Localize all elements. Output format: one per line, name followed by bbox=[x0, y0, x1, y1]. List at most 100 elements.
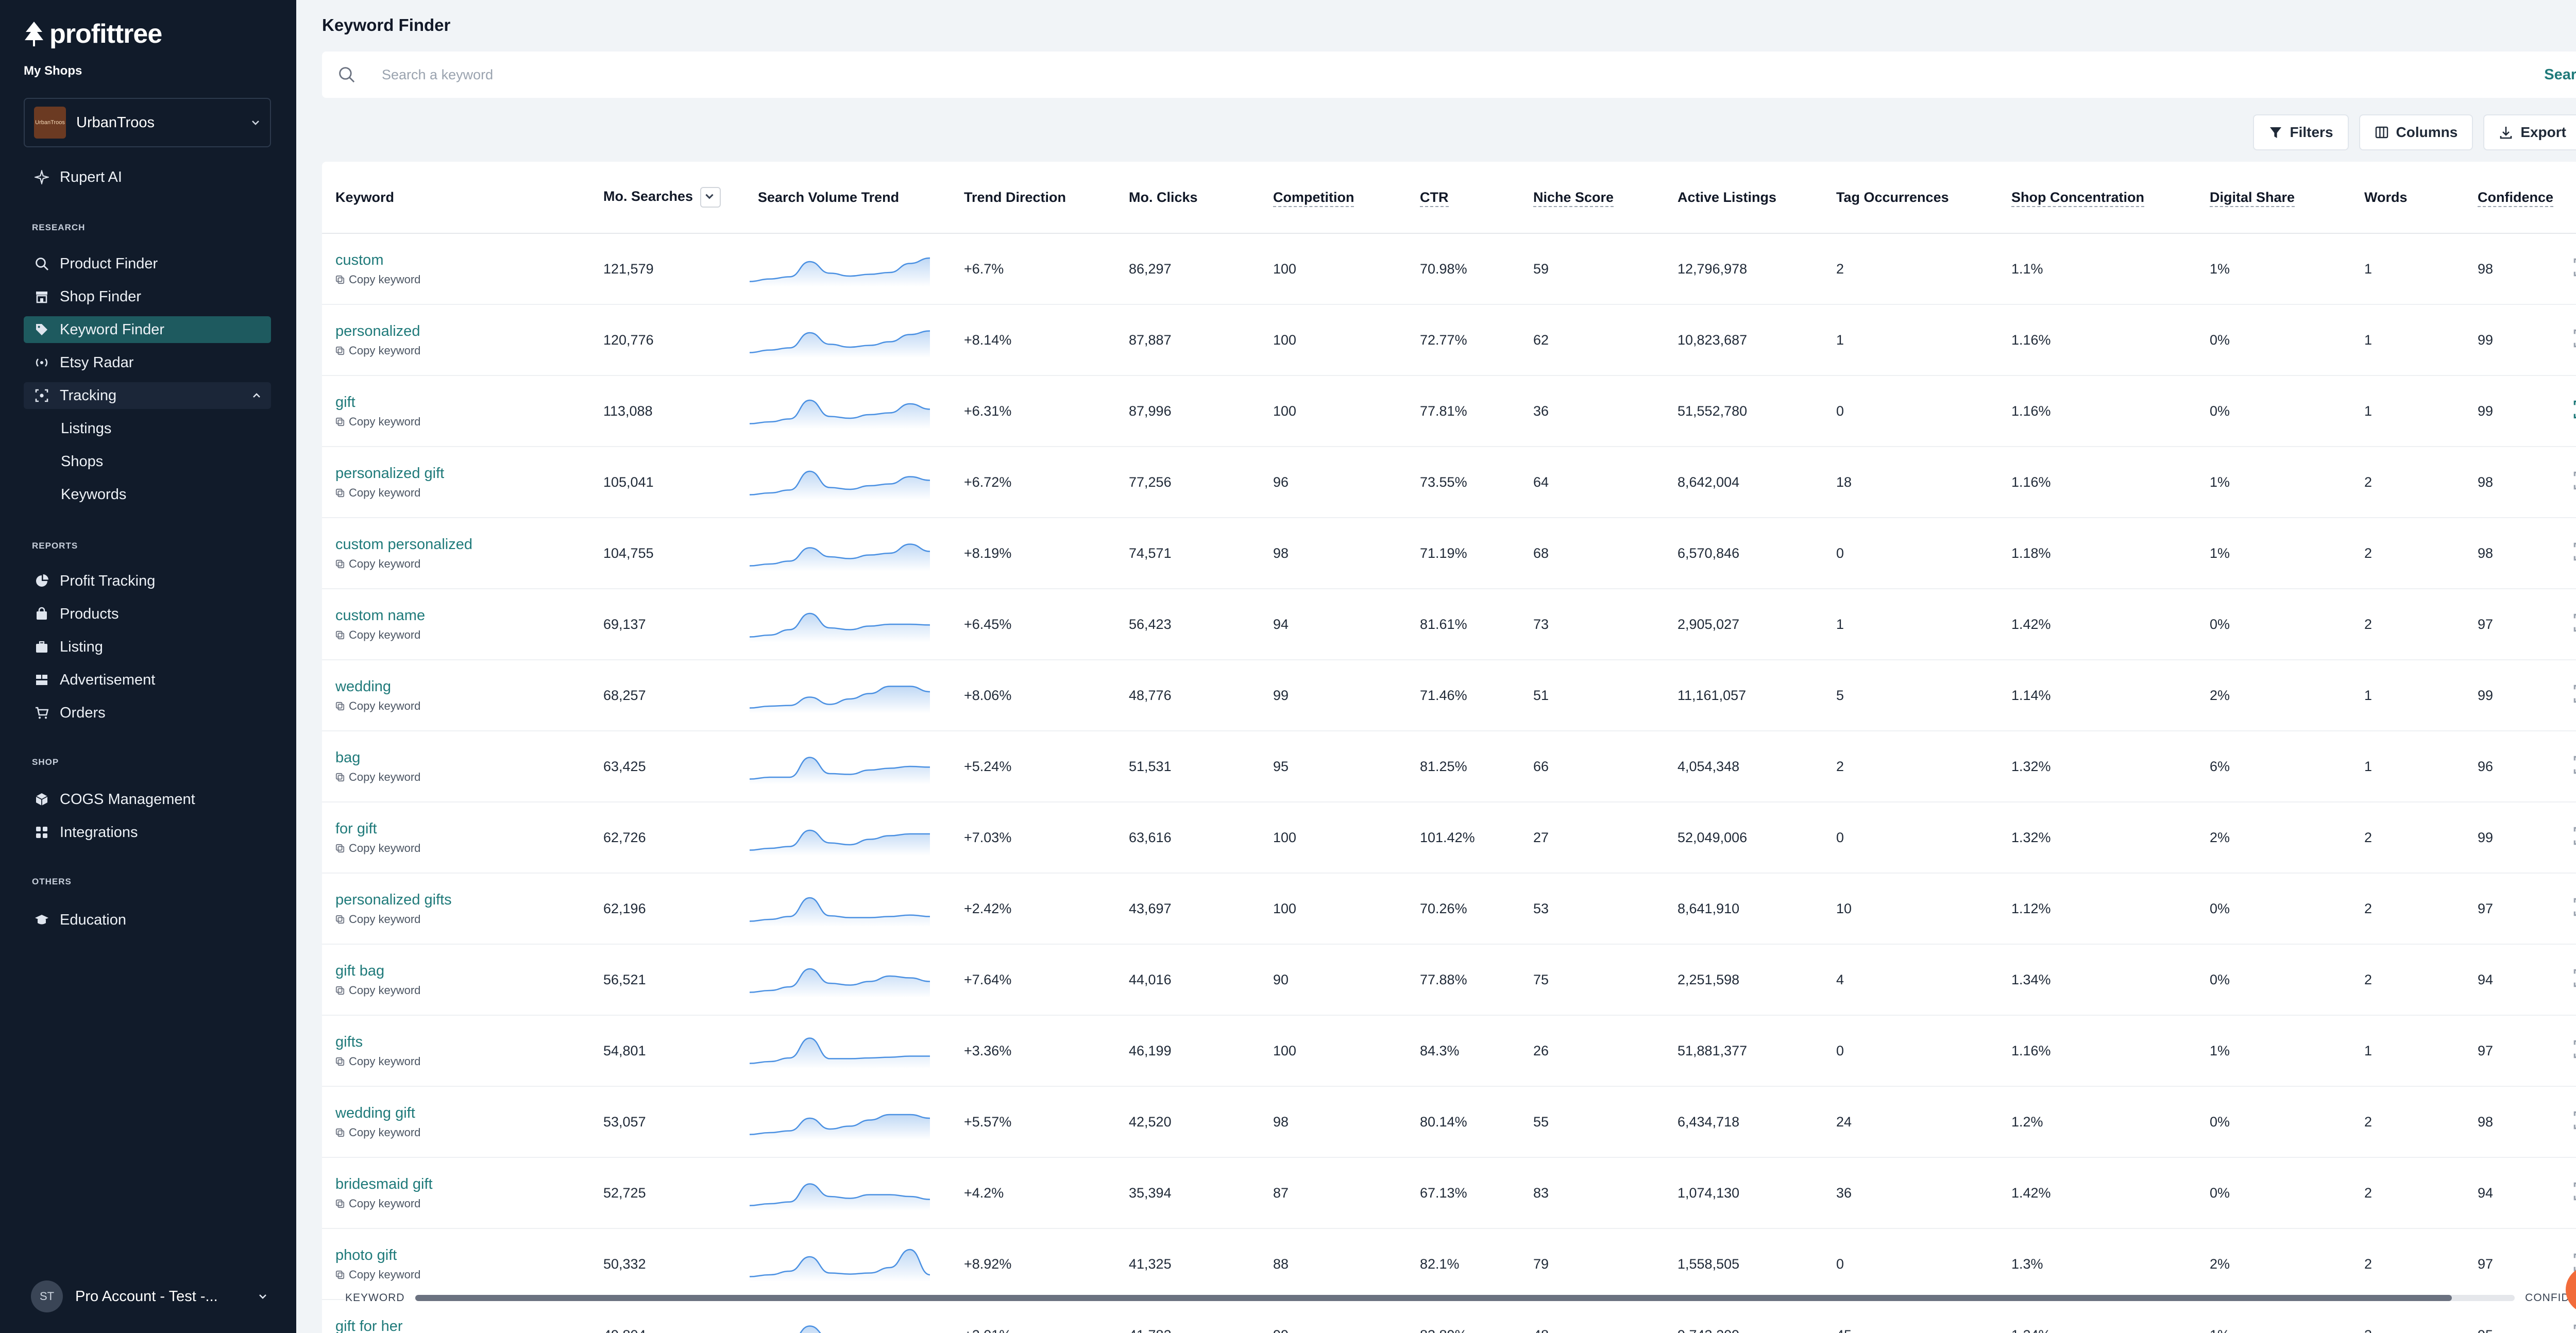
keyword-link[interactable]: custom bbox=[335, 251, 384, 268]
focus-icon[interactable] bbox=[2572, 968, 2576, 988]
table-row[interactable]: wedding Copy keyword 68,257 +8.06% 48,776 99 7… bbox=[322, 660, 2576, 731]
horizontal-scrollbar[interactable]: KEYWORD CONFIDENCE bbox=[345, 1287, 2576, 1309]
col-competition[interactable]: Competition bbox=[1260, 162, 1406, 234]
copy-keyword-button[interactable]: Copy keyword bbox=[335, 557, 590, 571]
table-row[interactable]: bridesmaid gift Copy keyword 52,725 +4.2% 35… bbox=[322, 1157, 2576, 1229]
focus-icon[interactable] bbox=[2572, 328, 2576, 349]
copy-keyword-button[interactable]: Copy keyword bbox=[335, 913, 590, 926]
table-row[interactable]: gifts Copy keyword 54,801 +3.36% 46,199 100 84… bbox=[322, 1015, 2576, 1087]
keyword-link[interactable]: custom personalized bbox=[335, 536, 472, 553]
focus-icon[interactable] bbox=[2572, 1110, 2576, 1131]
copy-keyword-button[interactable]: Copy keyword bbox=[335, 1268, 590, 1281]
sidebar-subitem-listings[interactable]: Listings bbox=[61, 420, 112, 437]
keyword-link[interactable]: personalized gift bbox=[335, 465, 445, 482]
col-keyword[interactable]: Keyword bbox=[322, 162, 590, 234]
filters-button[interactable]: Filters bbox=[2252, 114, 2349, 150]
focus-icon[interactable] bbox=[2572, 1323, 2576, 1333]
brand-logo[interactable]: profittree bbox=[24, 19, 162, 49]
focus-icon[interactable] bbox=[2572, 755, 2576, 775]
sidebar-item-listing[interactable]: Listing bbox=[24, 634, 271, 660]
sidebar-item-etsy-radar[interactable]: Etsy Radar bbox=[24, 349, 271, 376]
focus-icon[interactable] bbox=[2572, 683, 2576, 704]
table-row[interactable]: gift Copy keyword 113,088 +6.31% 87,996 100 77… bbox=[322, 375, 2576, 447]
table-row[interactable]: wedding gift Copy keyword 53,057 +5.57% 42,5… bbox=[322, 1086, 2576, 1158]
keyword-link[interactable]: gift bag bbox=[335, 962, 385, 979]
keyword-link[interactable]: personalized bbox=[335, 322, 420, 339]
focus-icon[interactable] bbox=[2572, 826, 2576, 846]
col-mo-clicks[interactable]: Mo. Clicks bbox=[1115, 162, 1260, 234]
keyword-link[interactable]: gift for her bbox=[335, 1318, 403, 1333]
col-mo-searches[interactable]: Mo. Searches bbox=[590, 162, 744, 234]
col-digital-share[interactable]: Digital Share bbox=[2196, 162, 2351, 234]
keyword-link[interactable]: bag bbox=[335, 749, 361, 766]
sidebar-item-advertisement[interactable]: Advertisement bbox=[24, 666, 271, 693]
focus-icon[interactable] bbox=[2572, 257, 2576, 278]
copy-keyword-button[interactable]: Copy keyword bbox=[335, 984, 590, 997]
sidebar-subitem-shops[interactable]: Shops bbox=[61, 453, 104, 470]
sidebar-subitem-keywords[interactable]: Keywords bbox=[61, 486, 127, 503]
col-tag-occurrences[interactable]: Tag Occurrences bbox=[1823, 162, 1998, 234]
copy-keyword-button[interactable]: Copy keyword bbox=[335, 1197, 590, 1210]
shop-selector[interactable]: UrbanTroos UrbanTroos bbox=[24, 98, 271, 147]
focus-icon[interactable] bbox=[2572, 1252, 2576, 1273]
copy-keyword-button[interactable]: Copy keyword bbox=[335, 771, 590, 784]
col-shop-concentration[interactable]: Shop Concentration bbox=[1998, 162, 2196, 234]
copy-keyword-button[interactable]: Copy keyword bbox=[335, 344, 590, 357]
sort-toggle[interactable] bbox=[700, 187, 721, 208]
export-button[interactable]: Export bbox=[2484, 115, 2576, 149]
keyword-link[interactable]: custom name bbox=[335, 607, 426, 624]
table-row[interactable]: for gift Copy keyword 62,726 +7.03% 63,616 10… bbox=[322, 802, 2576, 874]
focus-icon[interactable] bbox=[2572, 897, 2576, 917]
col-active-listings[interactable]: Active Listings bbox=[1664, 162, 1823, 234]
copy-keyword-button[interactable]: Copy keyword bbox=[335, 415, 590, 429]
table-row[interactable]: bag Copy keyword 63,425 +5.24% 51,531 95 81.25… bbox=[322, 731, 2576, 802]
keyword-link[interactable]: for gift bbox=[335, 820, 377, 837]
table-row[interactable]: personalized gifts Copy keyword 62,196 +2.4… bbox=[322, 873, 2576, 945]
sidebar-item-orders[interactable]: Orders bbox=[24, 699, 271, 726]
table-row[interactable]: custom personalized Copy keyword 104,755 +8… bbox=[322, 518, 2576, 589]
copy-keyword-button[interactable]: Copy keyword bbox=[335, 699, 590, 713]
col-ctr[interactable]: CTR bbox=[1406, 162, 1520, 234]
copy-keyword-button[interactable]: Copy keyword bbox=[335, 486, 590, 500]
keyword-link[interactable]: bridesmaid gift bbox=[335, 1175, 433, 1192]
sidebar-item-tracking[interactable]: Tracking bbox=[24, 382, 271, 409]
columns-button[interactable]: Columns bbox=[2359, 114, 2473, 150]
keyword-link[interactable]: personalized gifts bbox=[335, 891, 452, 908]
col-trend-direction[interactable]: Trend Direction bbox=[951, 162, 1115, 234]
sidebar-item-keyword-finder[interactable]: Keyword Finder bbox=[24, 316, 271, 343]
focus-icon[interactable] bbox=[2572, 541, 2576, 562]
sidebar-item-cogs-management[interactable]: COGS Management bbox=[24, 786, 271, 813]
keyword-link[interactable]: photo gift bbox=[335, 1246, 397, 1263]
copy-keyword-button[interactable]: Copy keyword bbox=[335, 1055, 590, 1068]
search-input[interactable] bbox=[381, 66, 2545, 83]
keyword-link[interactable]: gift bbox=[335, 394, 355, 411]
table-row[interactable]: personalized Copy keyword 120,776 +8.14% 87,… bbox=[322, 304, 2576, 376]
sidebar-item-shop-finder[interactable]: Shop Finder bbox=[24, 283, 271, 310]
table-row[interactable]: personalized gift Copy keyword 105,041 +6.7… bbox=[322, 447, 2576, 518]
account-menu[interactable]: ST Pro Account - Test -... bbox=[31, 1280, 268, 1312]
col-search-volume-trend[interactable]: Search Volume Trend bbox=[744, 162, 951, 234]
copy-keyword-button[interactable]: Copy keyword bbox=[335, 273, 590, 286]
keyword-link[interactable]: gifts bbox=[335, 1033, 363, 1050]
keyword-link[interactable]: wedding bbox=[335, 678, 392, 695]
focus-icon[interactable] bbox=[2572, 1181, 2576, 1202]
scroll-track[interactable] bbox=[415, 1295, 2515, 1301]
focus-icon[interactable] bbox=[2572, 399, 2576, 420]
copy-keyword-button[interactable]: Copy keyword bbox=[335, 1126, 590, 1139]
focus-icon[interactable] bbox=[2572, 470, 2576, 491]
table-row[interactable]: gift bag Copy keyword 56,521 +7.64% 44,016 90… bbox=[322, 944, 2576, 1016]
focus-icon[interactable] bbox=[2572, 1039, 2576, 1059]
keyword-link[interactable]: wedding gift bbox=[335, 1104, 415, 1121]
sidebar-item-education[interactable]: Education bbox=[24, 907, 271, 933]
copy-keyword-button[interactable]: Copy keyword bbox=[335, 628, 590, 642]
col-niche-score[interactable]: Niche Score bbox=[1520, 162, 1664, 234]
col-confidence[interactable]: Confidence bbox=[2464, 162, 2567, 234]
sidebar-item-products[interactable]: Products bbox=[24, 601, 271, 627]
search-button[interactable]: Search bbox=[2544, 66, 2576, 83]
scroll-thumb[interactable] bbox=[415, 1295, 2452, 1301]
table-row[interactable]: custom Copy keyword 121,579 +6.7% 86,297 100 7… bbox=[322, 233, 2576, 305]
copy-keyword-button[interactable]: Copy keyword bbox=[335, 842, 590, 855]
sidebar-item-rupert-ai[interactable]: Rupert AI bbox=[24, 164, 271, 191]
table-row[interactable]: custom name Copy keyword 69,137 +6.45% 56,42… bbox=[322, 589, 2576, 660]
focus-icon[interactable] bbox=[2572, 612, 2576, 633]
